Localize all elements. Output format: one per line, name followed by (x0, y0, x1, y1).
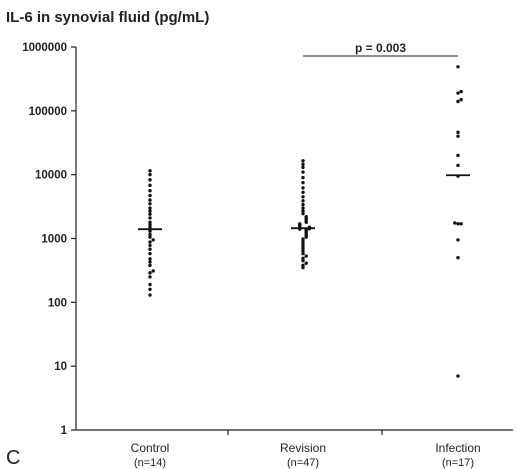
annotations: p = 0.003 (303, 41, 458, 57)
data-point (148, 198, 152, 202)
x-tick-label: Revision (280, 441, 326, 455)
data-point (301, 165, 305, 170)
data-point (301, 159, 305, 163)
data-point (301, 249, 305, 253)
data-point (148, 257, 152, 261)
data-point (304, 214, 308, 219)
x-tick-label: Infection (435, 441, 480, 455)
data-point (148, 287, 152, 292)
data-point (456, 130, 460, 135)
y-tick-label: 100 (48, 297, 67, 309)
chart-title: IL-6 in synovial fluid (pg/mL) (6, 9, 209, 26)
data-point (301, 239, 305, 244)
data-point (148, 169, 152, 173)
data-point (148, 216, 152, 220)
data-point (459, 222, 463, 226)
data-point (453, 221, 457, 225)
data-point (301, 244, 305, 248)
y-tick-label: 1000000 (22, 42, 67, 54)
data-point (298, 222, 302, 226)
data-point (148, 271, 152, 275)
data-point (148, 229, 152, 233)
y-tick-label: 1 (61, 425, 68, 437)
y-tick-label: 10000 (35, 170, 67, 182)
y-tick-label: 100000 (29, 106, 67, 118)
x-tick-label: Control (131, 441, 170, 455)
data-point (148, 202, 152, 206)
data-point (301, 202, 305, 207)
data-point (301, 190, 305, 194)
data-point (456, 163, 460, 168)
data-point (301, 186, 305, 190)
data-point (304, 261, 308, 265)
y-tick-label: 1000 (41, 234, 67, 246)
x-tick-sublabel: (n=47) (287, 457, 319, 469)
data-point (148, 193, 152, 198)
data-point (148, 222, 152, 227)
data-point (301, 206, 305, 210)
data-point (301, 195, 305, 199)
data-point (456, 256, 460, 260)
data-point (301, 211, 305, 216)
data-points (148, 65, 463, 378)
data-point (301, 175, 305, 180)
x-tick-sublabel: (n=14) (134, 457, 166, 469)
data-point (456, 153, 460, 158)
data-point (456, 91, 460, 95)
y-tick-label: 10 (54, 361, 67, 373)
data-point (151, 238, 155, 242)
x-tick-sublabel: (n=17) (442, 457, 474, 469)
data-point (148, 206, 152, 210)
data-point (301, 256, 305, 260)
data-point (148, 293, 152, 297)
data-point (148, 209, 152, 213)
data-point (456, 238, 460, 242)
p-value-label: p = 0.003 (355, 41, 406, 55)
median-lines (138, 174, 470, 231)
data-point (301, 209, 305, 213)
data-point (456, 65, 460, 69)
data-point (148, 212, 152, 216)
data-point (148, 282, 152, 287)
data-point (301, 162, 305, 167)
data-point (148, 183, 152, 188)
data-point (148, 225, 152, 229)
data-point (148, 178, 152, 182)
data-point (148, 220, 152, 224)
data-point (148, 243, 152, 248)
data-point (301, 170, 305, 174)
data-point (456, 222, 460, 226)
data-point (301, 199, 305, 203)
x-ticks: Control (n=14) Revision (n=47) Infection (n=1… (131, 430, 481, 469)
data-point (148, 260, 152, 264)
data-point (301, 251, 305, 256)
y-ticks: 1 10 100 1000 10000 100000 1000000 (22, 42, 76, 437)
data-point (456, 134, 460, 138)
data-point (459, 89, 463, 94)
data-point (148, 240, 152, 244)
data-point (151, 269, 155, 273)
data-point (301, 237, 305, 241)
data-point (301, 263, 305, 268)
data-point (148, 247, 152, 251)
data-point (301, 258, 305, 263)
data-point (148, 189, 152, 193)
data-point (148, 251, 152, 256)
data-point (456, 99, 460, 104)
data-point (148, 235, 152, 239)
data-point (301, 180, 305, 185)
panel-label: C (6, 447, 20, 469)
data-point (148, 232, 152, 237)
data-point (304, 254, 308, 258)
data-point (148, 275, 152, 279)
data-point (459, 97, 463, 102)
data-point (148, 263, 152, 268)
data-point (456, 374, 460, 378)
data-point (148, 172, 152, 177)
